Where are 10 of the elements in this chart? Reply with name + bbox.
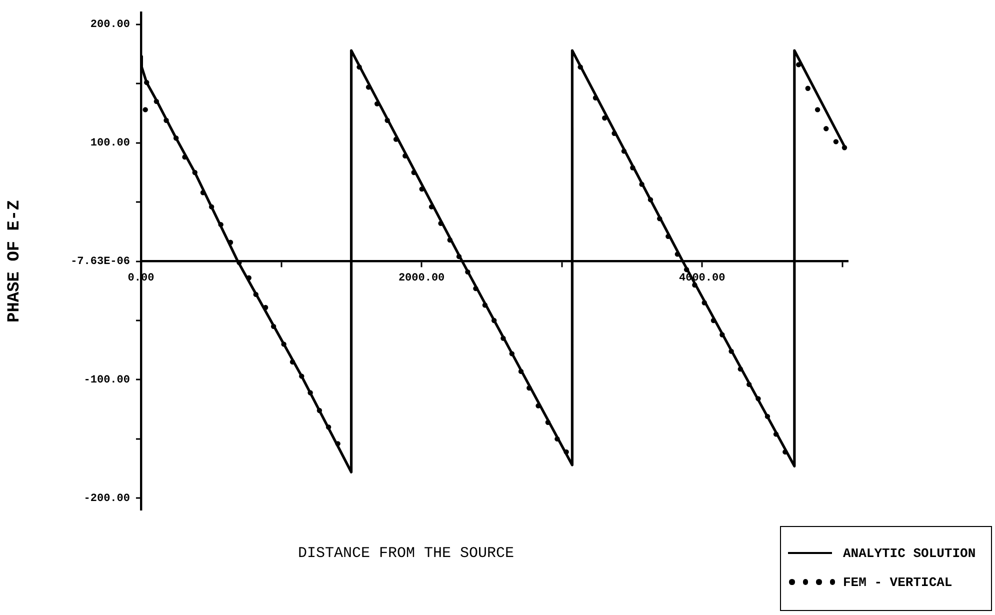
y-tick-label: 100.00 bbox=[90, 138, 130, 150]
y-tick-label: -200.00 bbox=[84, 492, 130, 505]
legend-label: ANALYTIC SOLUTION bbox=[843, 546, 976, 560]
y-axis-title: PHASE OF E-Z bbox=[5, 200, 24, 323]
y-tick-label: -7.63E-06 bbox=[70, 256, 130, 268]
y-tick-label: -100.00 bbox=[84, 374, 130, 386]
x-tick-label: 2000.00 bbox=[398, 272, 445, 285]
x-axis-title: DISTANCE FROM THE SOURCE bbox=[298, 545, 514, 562]
y-tick-label: 200.00 bbox=[90, 19, 130, 32]
legend-label: FEM - VERTICAL bbox=[843, 574, 952, 590]
